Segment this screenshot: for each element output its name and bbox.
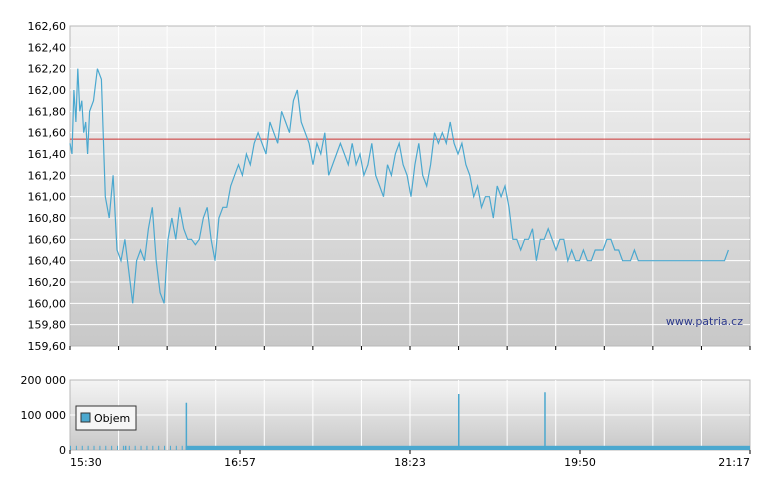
- price-grid: [70, 26, 750, 346]
- volume-bar: [146, 445, 148, 450]
- price-y-tick-label: 162,40: [28, 41, 67, 54]
- watermark: www.patria.cz: [666, 315, 743, 328]
- price-series-line: [69, 68, 729, 304]
- volume-bar: [164, 445, 166, 450]
- volume-bar: [158, 445, 160, 450]
- time-tick-label: 21:17: [718, 456, 750, 469]
- price-y-tick-label: 160,80: [28, 212, 67, 225]
- volume-y-tick-label: 0: [59, 444, 66, 457]
- volume-bars: [70, 392, 750, 450]
- volume-spike-bar: [458, 394, 460, 450]
- price-y-tick-label: 160,40: [28, 255, 67, 268]
- legend-swatch: [80, 412, 91, 423]
- price-y-axis: 162,60 162,40 162,20 162,00 161,80 161,60 161,…: [28, 20, 67, 353]
- volume-bar: [122, 445, 124, 450]
- volume-y-tick-label: 100 000: [21, 409, 67, 422]
- price-y-tick-label: 162,00: [28, 84, 67, 97]
- time-tick-label: 18:23: [394, 456, 426, 469]
- volume-bar: [93, 445, 95, 450]
- price-y-tick-label: 159,60: [28, 340, 67, 353]
- volume-y-tick-label: 200 000: [21, 374, 67, 387]
- volume-bar: [152, 445, 154, 450]
- price-y-tick-label: 161,40: [28, 148, 67, 161]
- volume-bar: [111, 445, 113, 450]
- time-tick-label: 16:57: [224, 456, 256, 469]
- price-y-tick-label: 160,60: [28, 233, 67, 246]
- volume-bar: [181, 445, 183, 450]
- volume-bar: [75, 445, 77, 450]
- price-y-tick-label: 161,60: [28, 127, 67, 140]
- price-y-tick-label: 160,00: [28, 297, 67, 310]
- price-y-tick-label: 159,80: [28, 319, 67, 332]
- time-axis: 15:30 16:57 18:23 19:50 21:17: [69, 346, 751, 469]
- volume-bar: [117, 445, 119, 450]
- volume-bar: [175, 445, 177, 450]
- volume-bar: [105, 445, 107, 450]
- legend-label: Objem: [94, 412, 130, 425]
- volume-bar: [134, 445, 136, 450]
- volume-bar: [140, 445, 142, 450]
- volume-legend: Objem: [75, 405, 137, 431]
- volume-bar: [81, 445, 83, 450]
- time-tick-label: 19:50: [564, 456, 596, 469]
- volume-bar: [87, 445, 89, 450]
- volume-bar: [99, 445, 101, 450]
- volume-spike-bar: [544, 392, 546, 450]
- volume-baseline-band: [185, 445, 750, 450]
- volume-bar: [128, 445, 130, 450]
- price-y-tick-label: 162,60: [28, 20, 67, 33]
- volume-y-axis: 200 000 100 000 0: [21, 374, 67, 457]
- time-tick-label: 15:30: [70, 456, 102, 469]
- price-y-tick-label: 160,20: [28, 276, 67, 289]
- price-y-tick-label: 162,20: [28, 63, 67, 76]
- price-y-tick-label: 161,80: [28, 105, 67, 118]
- volume-spike-bar: [124, 445, 127, 450]
- volume-grid: [70, 380, 750, 450]
- price-y-tick-label: 161,20: [28, 169, 67, 182]
- price-y-tick-label: 161,00: [28, 191, 67, 204]
- volume-bar: [169, 445, 171, 450]
- volume-spike-bar: [185, 402, 188, 450]
- volume-bar: [70, 445, 71, 450]
